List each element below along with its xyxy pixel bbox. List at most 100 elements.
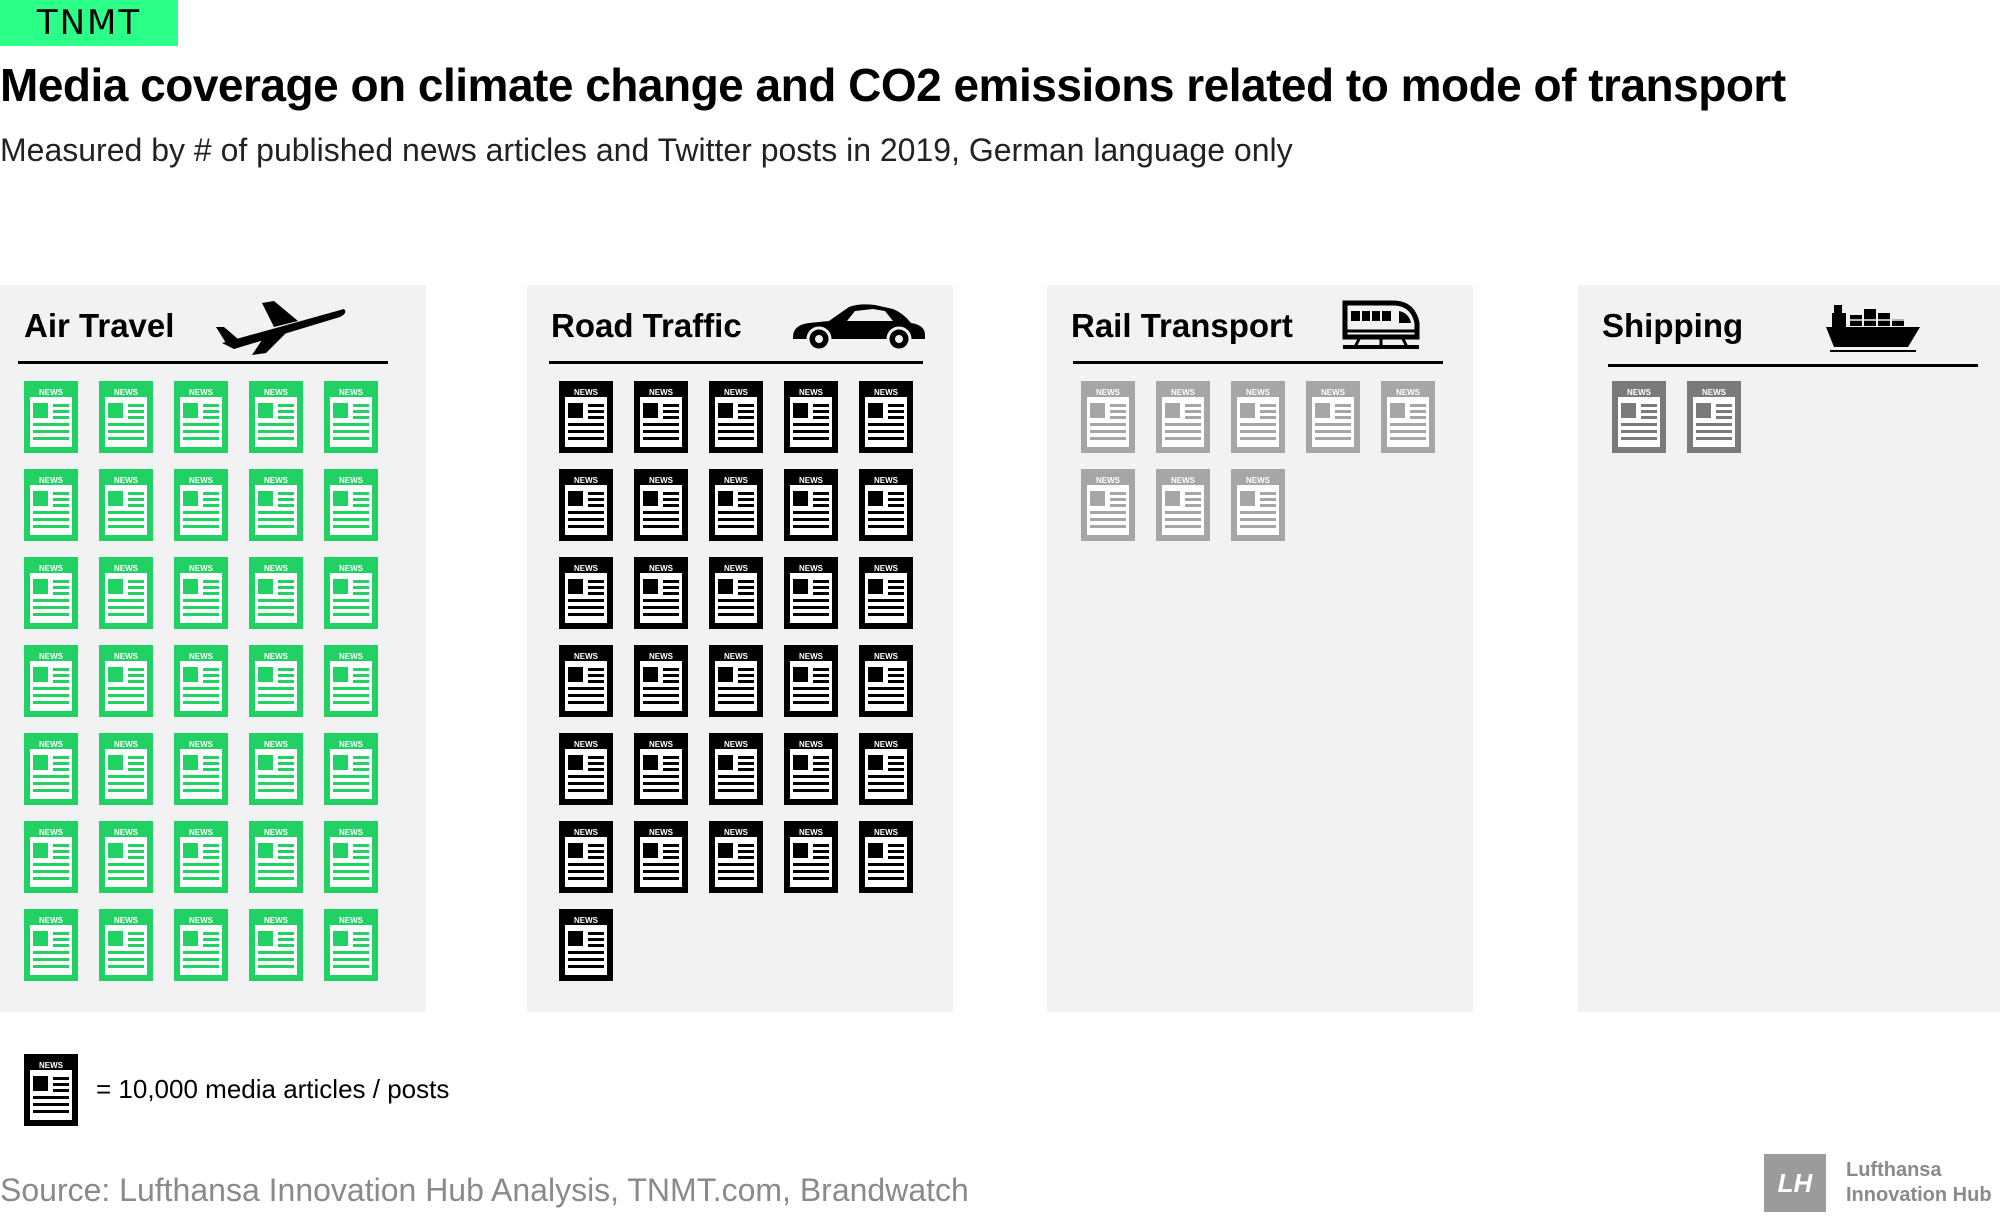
newspaper-icon: NEWS xyxy=(709,381,763,453)
newspaper-icon: NEWS xyxy=(634,733,688,805)
newspaper-icon: NEWS xyxy=(709,557,763,629)
svg-text:NEWS: NEWS xyxy=(1096,388,1121,397)
svg-text:NEWS: NEWS xyxy=(114,388,139,397)
svg-text:NEWS: NEWS xyxy=(574,740,599,749)
newspaper-icon: NEWS xyxy=(99,733,153,805)
svg-text:NEWS: NEWS xyxy=(339,476,364,485)
svg-text:NEWS: NEWS xyxy=(799,476,824,485)
newspaper-icon: NEWS xyxy=(634,645,688,717)
newspaper-icon: NEWS xyxy=(324,821,378,893)
newspaper-icon: NEWS xyxy=(324,733,378,805)
newspaper-icon: NEWS xyxy=(24,645,78,717)
svg-text:NEWS: NEWS xyxy=(724,828,749,837)
svg-text:NEWS: NEWS xyxy=(189,476,214,485)
svg-text:NEWS: NEWS xyxy=(724,564,749,573)
svg-text:NEWS: NEWS xyxy=(189,916,214,925)
svg-text:NEWS: NEWS xyxy=(114,652,139,661)
svg-text:NEWS: NEWS xyxy=(264,476,289,485)
panel-title-rail-transport: Rail Transport xyxy=(1071,307,1293,344)
chart-title: Media coverage on climate change and CO2… xyxy=(0,59,1786,111)
newspaper-icon: NEWS xyxy=(174,645,228,717)
newspaper-icon: NEWS xyxy=(1687,381,1741,453)
newspaper-icon: NEWS xyxy=(634,557,688,629)
newspaper-icon: NEWS xyxy=(859,381,913,453)
svg-text:NEWS: NEWS xyxy=(114,740,139,749)
svg-text:NEWS: NEWS xyxy=(574,652,599,661)
svg-text:NEWS: NEWS xyxy=(1246,476,1271,485)
newspaper-icon: NEWS xyxy=(559,469,613,541)
svg-text:NEWS: NEWS xyxy=(39,388,64,397)
newspaper-icon: NEWS xyxy=(174,821,228,893)
newspaper-icon: NEWS xyxy=(1612,381,1666,453)
legend-newspaper-icon: NEWS xyxy=(24,1054,78,1126)
svg-text:NEWS: NEWS xyxy=(339,652,364,661)
svg-text:NEWS: NEWS xyxy=(39,1061,64,1070)
svg-text:NEWS: NEWS xyxy=(339,916,364,925)
newspaper-icon: NEWS xyxy=(784,557,838,629)
newspaper-icon: NEWS xyxy=(559,557,613,629)
lufthansa-hub-logo-text: Lufthansa Innovation Hub xyxy=(1846,1158,1992,1208)
panel-air-travel: Air Travel NEWS NEWS NEWS NEWS NEWS NEWS NEWS N… xyxy=(0,285,426,1012)
svg-text:NEWS: NEWS xyxy=(649,564,674,573)
newspaper-icon: NEWS xyxy=(559,909,613,981)
newspaper-icon: NEWS xyxy=(174,557,228,629)
newspaper-icon: NEWS xyxy=(784,645,838,717)
svg-text:NEWS: NEWS xyxy=(339,740,364,749)
svg-text:NEWS: NEWS xyxy=(574,388,599,397)
newspaper-icon: NEWS xyxy=(324,645,378,717)
panel-title-air-travel: Air Travel xyxy=(24,307,175,344)
svg-text:NEWS: NEWS xyxy=(874,740,899,749)
newspaper-icon: NEWS xyxy=(249,381,303,453)
newspaper-icon: NEWS xyxy=(1081,381,1135,453)
newspaper-icon: NEWS xyxy=(709,821,763,893)
svg-text:NEWS: NEWS xyxy=(649,388,674,397)
svg-text:NEWS: NEWS xyxy=(39,476,64,485)
svg-text:NEWS: NEWS xyxy=(874,652,899,661)
svg-text:NEWS: NEWS xyxy=(574,916,599,925)
panel-rule xyxy=(1073,361,1443,364)
panel-road-traffic: Road Traffic NEWS NEWS NEWS NEWS NEWS NEWS NEW… xyxy=(527,285,953,1012)
svg-text:NEWS: NEWS xyxy=(264,652,289,661)
newspaper-icon: NEWS xyxy=(99,821,153,893)
svg-text:NEWS: NEWS xyxy=(874,828,899,837)
icon-grid-rail-transport: NEWS NEWS NEWS NEWS NEWS NEWS NEWS NEWS xyxy=(1047,285,1473,1012)
newspaper-icon: NEWS xyxy=(99,469,153,541)
svg-text:NEWS: NEWS xyxy=(39,828,64,837)
newspaper-icon: NEWS xyxy=(1156,381,1210,453)
airplane-icon xyxy=(216,301,346,355)
logo-line-1: Lufthansa xyxy=(1846,1159,1942,1181)
icon-grid-road-traffic: NEWS NEWS NEWS NEWS NEWS NEWS NEWS NEWS NEWS NEWS… xyxy=(527,285,953,1012)
car-icon xyxy=(793,304,925,351)
svg-text:NEWS: NEWS xyxy=(114,916,139,925)
svg-text:NEWS: NEWS xyxy=(874,388,899,397)
newspaper-icon: NEWS xyxy=(709,645,763,717)
newspaper-icon: NEWS xyxy=(24,733,78,805)
svg-text:NEWS: NEWS xyxy=(1321,388,1346,397)
newspaper-icon: NEWS xyxy=(24,557,78,629)
svg-text:NEWS: NEWS xyxy=(39,916,64,925)
svg-text:NEWS: NEWS xyxy=(264,916,289,925)
newspaper-icon: NEWS xyxy=(324,909,378,981)
newspaper-icon: NEWS xyxy=(1231,469,1285,541)
newspaper-icon: NEWS xyxy=(784,733,838,805)
svg-text:NEWS: NEWS xyxy=(39,652,64,661)
chart-subtitle: Measured by # of published news articles… xyxy=(0,132,1293,168)
svg-text:NEWS: NEWS xyxy=(1702,388,1727,397)
newspaper-icon: NEWS xyxy=(1156,469,1210,541)
svg-text:NEWS: NEWS xyxy=(724,652,749,661)
svg-text:NEWS: NEWS xyxy=(1246,388,1271,397)
svg-text:NEWS: NEWS xyxy=(724,476,749,485)
svg-text:NEWS: NEWS xyxy=(799,828,824,837)
newspaper-icon: NEWS xyxy=(859,469,913,541)
svg-text:NEWS: NEWS xyxy=(1171,388,1196,397)
svg-text:NEWS: NEWS xyxy=(1096,476,1121,485)
svg-text:NEWS: NEWS xyxy=(339,388,364,397)
newspaper-icon: NEWS xyxy=(24,469,78,541)
newspaper-icon: NEWS xyxy=(1081,469,1135,541)
svg-text:NEWS: NEWS xyxy=(649,652,674,661)
newspaper-icon: NEWS xyxy=(859,645,913,717)
newspaper-icon: NEWS xyxy=(174,909,228,981)
newspaper-icon: NEWS xyxy=(24,821,78,893)
newspaper-icon: NEWS xyxy=(324,381,378,453)
newspaper-icon: NEWS xyxy=(174,733,228,805)
